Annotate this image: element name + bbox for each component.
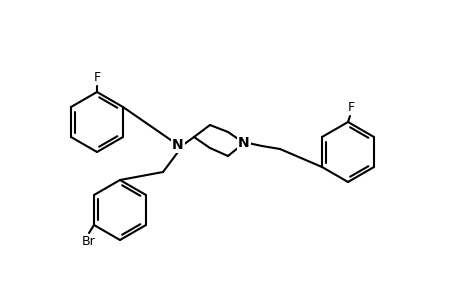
Text: F: F [347, 101, 354, 114]
Text: N: N [172, 138, 184, 152]
Text: Br: Br [82, 235, 95, 248]
Text: F: F [93, 71, 101, 84]
Text: N: N [238, 136, 249, 150]
